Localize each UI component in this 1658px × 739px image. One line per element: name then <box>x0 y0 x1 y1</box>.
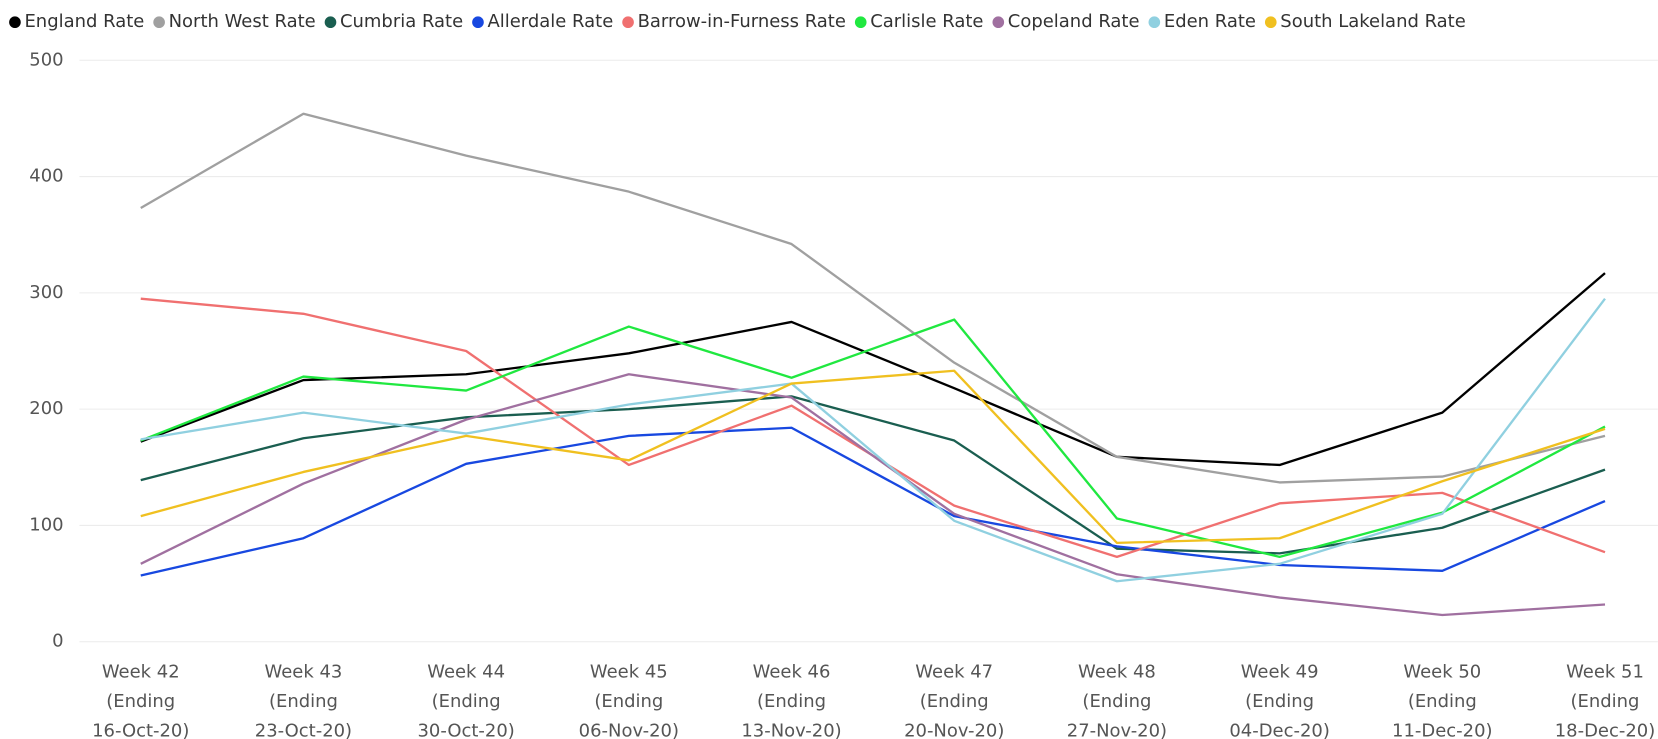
y-tick-label: 100 <box>29 514 63 535</box>
series-line <box>140 112 1606 484</box>
series-line <box>140 395 1606 555</box>
x-tick-label: 30-Oct-20) <box>417 721 514 739</box>
x-tick-label: (Ending <box>106 691 175 712</box>
x-tick-label: (Ending <box>1571 691 1640 712</box>
legend-marker <box>153 16 165 29</box>
x-tick-label: 06-Nov-20) <box>579 721 679 739</box>
y-tick-label: 300 <box>29 282 63 303</box>
x-tick-label: Week 42 <box>102 661 180 682</box>
legend-marker <box>1148 16 1161 29</box>
legend-label: North West Rate <box>169 11 316 32</box>
x-tick-label: 27-Nov-20) <box>1067 721 1167 739</box>
x-tick-label: Week 45 <box>590 661 668 682</box>
series-line <box>140 373 1606 617</box>
series-line <box>140 297 1606 559</box>
y-tick-label: 0 <box>52 631 63 652</box>
legend-label: Barrow-in-Furness Rate <box>638 11 846 32</box>
legend-label: Cumbria Rate <box>340 11 463 32</box>
x-tick-label: Week 49 <box>1241 661 1319 682</box>
y-tick-label: 400 <box>29 166 63 187</box>
x-tick-label: (Ending <box>1082 691 1151 712</box>
x-tick-label: (Ending <box>920 691 989 712</box>
series-line <box>140 297 1606 583</box>
legend-label: Eden Rate <box>1164 11 1256 32</box>
legend-marker <box>992 16 1005 29</box>
x-tick-label: 16-Oct-20) <box>92 721 189 739</box>
series-line <box>140 272 1606 467</box>
legend-marker <box>854 16 867 29</box>
series-line <box>140 426 1606 577</box>
x-tick-label: 23-Oct-20) <box>255 721 352 739</box>
x-tick-label: Week 44 <box>427 661 505 682</box>
x-tick-label: (Ending <box>432 691 501 712</box>
legend-marker <box>1264 16 1277 29</box>
x-tick-label: Week 46 <box>753 661 831 682</box>
series-line <box>140 369 1606 545</box>
legend-label: Copeland Rate <box>1008 11 1140 32</box>
x-tick-label: (Ending <box>269 691 338 712</box>
x-tick-label: (Ending <box>1408 691 1477 712</box>
legend-marker <box>622 16 634 29</box>
legend-marker <box>472 16 484 29</box>
x-tick-label: 11-Dec-20) <box>1392 721 1492 739</box>
series-line <box>140 318 1606 559</box>
x-tick-label: (Ending <box>594 691 663 712</box>
x-tick-label: Week 48 <box>1078 661 1156 682</box>
x-tick-label: Week 47 <box>915 661 993 682</box>
legend-label: South Lakeland Rate <box>1280 11 1466 32</box>
x-tick-label: 20-Nov-20) <box>904 721 1004 739</box>
legend-marker <box>9 16 21 29</box>
x-tick-label: 04-Dec-20) <box>1229 721 1329 739</box>
x-tick-label: 18-Dec-20) <box>1555 721 1655 739</box>
x-tick-label: (Ending <box>757 691 826 712</box>
legend-label: Allerdale Rate <box>487 11 613 32</box>
legend-label: England Rate <box>24 11 144 32</box>
x-tick-label: Week 51 <box>1566 661 1644 682</box>
x-tick-label: 13-Nov-20) <box>741 721 841 739</box>
legend: England Rate North West Rate Cumbria Rate A… <box>9 11 1466 32</box>
y-tick-label: 200 <box>29 398 63 419</box>
x-tick-label: (Ending <box>1245 691 1314 712</box>
y-tick-label: 500 <box>29 49 63 70</box>
legend-marker <box>324 16 337 29</box>
legend-label: Carlisle Rate <box>870 11 983 32</box>
x-tick-label: Week 50 <box>1403 661 1481 682</box>
x-tick-label: Week 43 <box>265 661 343 682</box>
